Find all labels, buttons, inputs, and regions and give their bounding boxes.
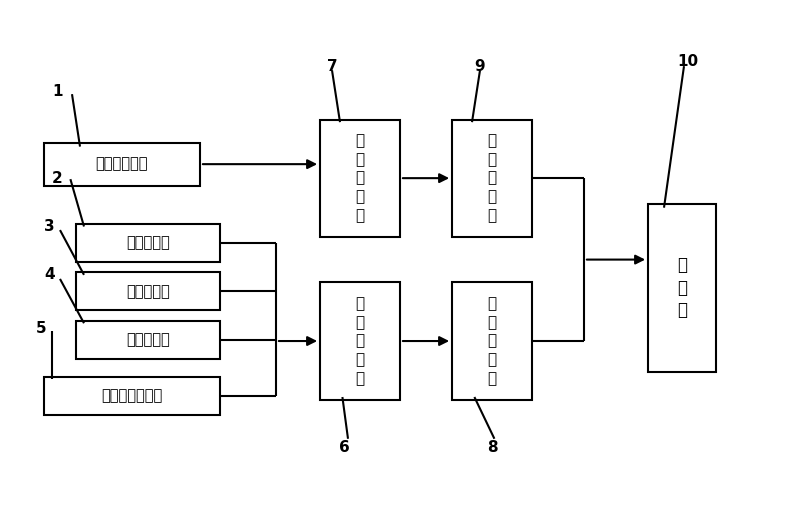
Bar [320, 282, 400, 400]
Bar [76, 321, 220, 359]
Bar [76, 272, 220, 310]
Text: 计
算
机: 计 算 机 [677, 257, 687, 319]
Text: 10: 10 [678, 53, 698, 69]
Text: 7: 7 [326, 59, 338, 74]
Text: 2: 2 [52, 171, 63, 186]
Text: 5: 5 [36, 321, 47, 336]
Text: 9: 9 [474, 59, 486, 74]
Text: 低
通
滤
波
器: 低 通 滤 波 器 [355, 296, 365, 386]
Text: 水位传感器: 水位传感器 [126, 332, 170, 347]
Text: 第
二
采
集
卡: 第 二 采 集 卡 [487, 296, 497, 386]
Text: 3: 3 [44, 219, 55, 234]
Bar [44, 143, 200, 186]
Text: 4: 4 [44, 267, 55, 282]
Text: 1: 1 [52, 84, 63, 99]
Text: 功率变送器: 功率变送器 [126, 284, 170, 299]
Bar [648, 204, 716, 372]
Text: 声发射传感器: 声发射传感器 [96, 157, 148, 172]
Text: 导叶开度传感器: 导叶开度传感器 [102, 388, 162, 403]
Text: 6: 6 [338, 440, 350, 456]
Bar [44, 377, 220, 415]
Text: 8: 8 [486, 440, 498, 456]
Bar [452, 282, 532, 400]
Text: 第
一
采
集
卡: 第 一 采 集 卡 [487, 133, 497, 223]
Text: 键相传感器: 键相传感器 [126, 236, 170, 250]
Bar [452, 120, 532, 237]
Bar [320, 120, 400, 237]
Bar [76, 224, 220, 262]
Text: 带
通
滤
波
器: 带 通 滤 波 器 [355, 133, 365, 223]
